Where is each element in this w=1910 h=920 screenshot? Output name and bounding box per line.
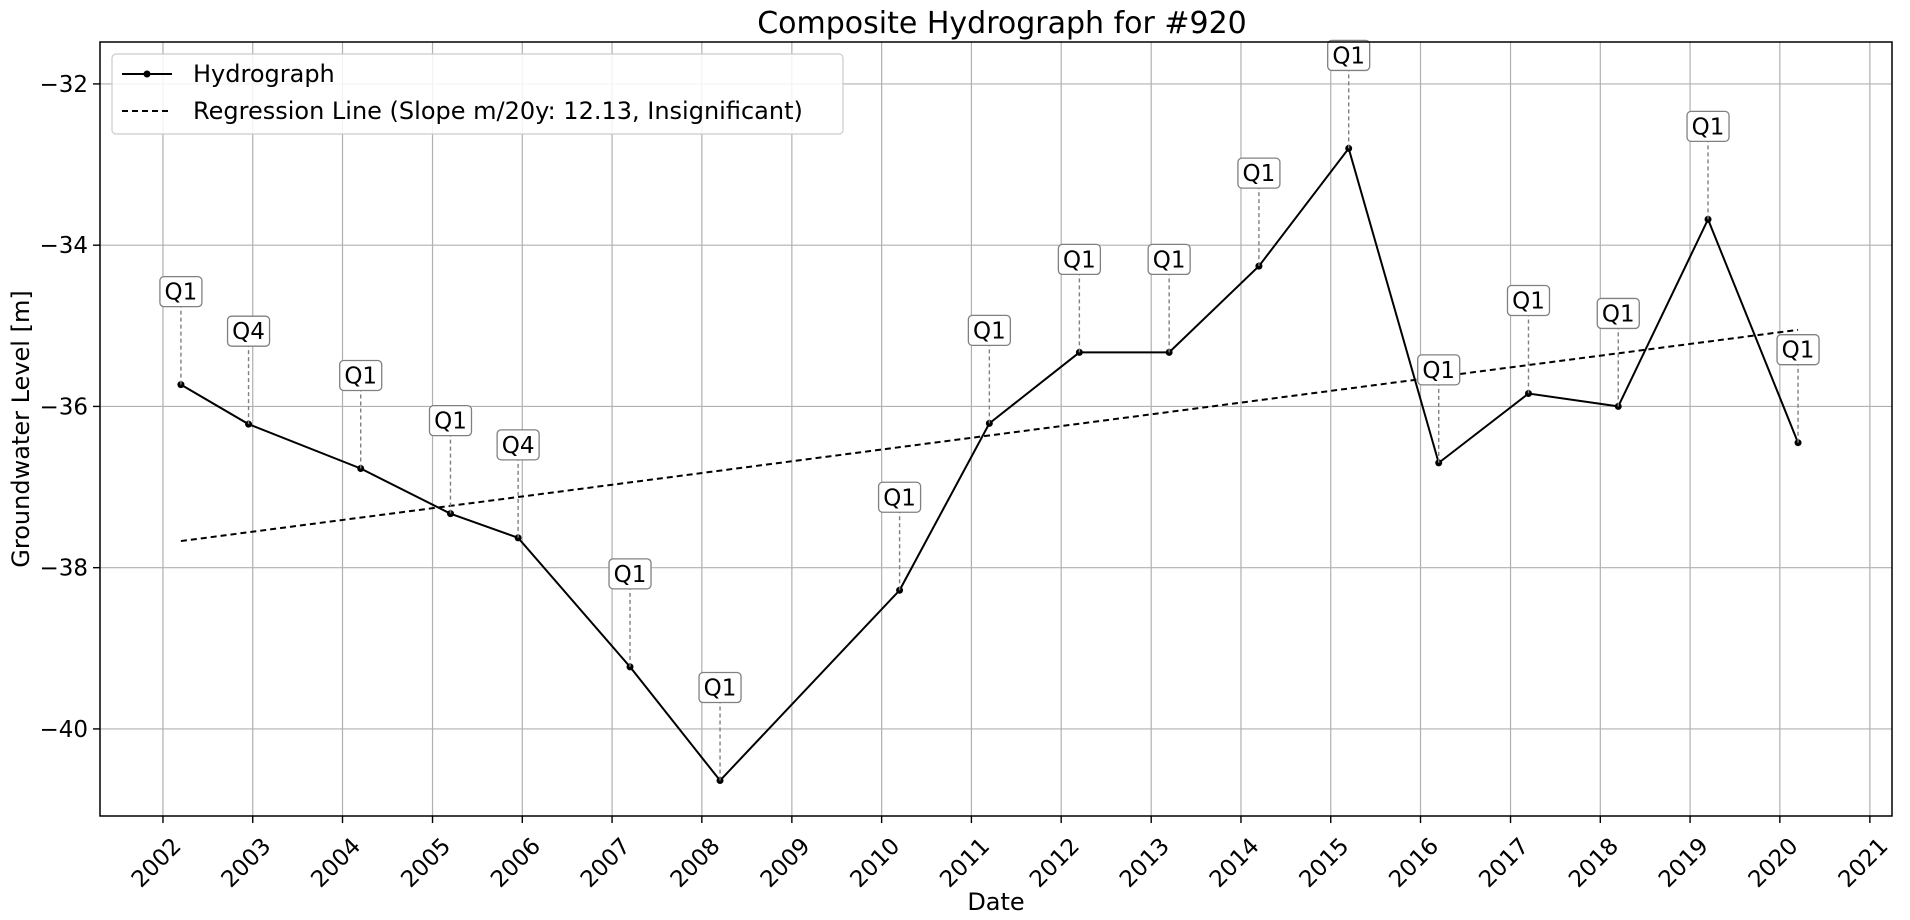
annotation-label: Q1: [165, 280, 198, 306]
hydrograph-line: [180, 146, 1799, 783]
annotation-box: [1596, 297, 1640, 330]
annotation-box: [339, 359, 383, 392]
annotation-box: [698, 671, 742, 704]
x-tick-label: 2008: [666, 833, 726, 893]
annotation-label: Q1: [344, 364, 377, 390]
annotation-box: [1327, 39, 1371, 72]
annotation-label: Q1: [1243, 161, 1276, 187]
annotation-label: Q4: [502, 433, 535, 459]
annotation-label: Q1: [1782, 338, 1815, 364]
annotation-box: [1686, 110, 1730, 143]
annotation-box: [428, 405, 473, 437]
annotation-box: [1417, 354, 1461, 386]
regression-line: [180, 328, 1799, 543]
legend: Hydrograph Regression Line (Slope m/20y:…: [111, 53, 844, 135]
x-tick-label: 2018: [1564, 833, 1624, 893]
y-tick-label: −32: [39, 72, 88, 98]
x-axis-ticks: 2002 2003 2004 2005 2006 2007 2008 2009 2010 2011…: [127, 816, 1894, 893]
x-tick-label: 2002: [127, 833, 187, 893]
grid-lines: [100, 42, 1892, 816]
x-tick-label: 2012: [1025, 833, 1085, 893]
chart-title: Composite Hydrograph for #920: [757, 6, 1247, 41]
y-axis-ticks: −32 −34 −36 −38 −40: [39, 72, 100, 743]
annotation-label: Q1: [1692, 114, 1725, 140]
annotation-box: [226, 315, 271, 347]
annotation-label: Q4: [232, 319, 265, 345]
legend-hydrograph-label: Hydrograph: [193, 60, 335, 88]
y-tick-label: −34: [39, 233, 88, 259]
x-axis-label: Date: [967, 888, 1024, 916]
x-tick-label: 2006: [486, 833, 546, 893]
legend-regression-label: Regression Line (Slope m/20y: 12.13, Ins…: [193, 97, 803, 125]
annotation-box: [967, 314, 1012, 347]
annotation-label: Q1: [973, 318, 1006, 344]
annotation-box: [159, 276, 203, 308]
annotation-label: Q1: [1512, 289, 1545, 315]
x-tick-label: 2003: [217, 833, 277, 893]
annotation-label: Q1: [1153, 247, 1186, 273]
annotation-label: Q1: [883, 485, 916, 511]
annotation-box: [496, 429, 540, 461]
x-tick-label: 2013: [1115, 833, 1175, 893]
x-tick-label: 2017: [1474, 833, 1534, 893]
annotation-box: [877, 481, 922, 513]
x-tick-label: 2004: [306, 833, 366, 893]
x-tick-label: 2010: [845, 833, 905, 893]
x-tick-label: 2005: [396, 833, 456, 893]
annotation-label: Q1: [1422, 358, 1455, 384]
x-tick-label: 2007: [576, 833, 636, 893]
x-tick-label: 2016: [1384, 833, 1444, 893]
annotation-box: [1057, 243, 1102, 276]
y-tick-label: −38: [39, 556, 88, 582]
x-tick-label: 2014: [1205, 833, 1265, 893]
annotation-box: [1147, 243, 1191, 276]
plot-area-frame: [99, 41, 1893, 817]
annotation-box: [1506, 284, 1551, 317]
annotation-label: Q1: [434, 409, 467, 435]
legend-box: [111, 53, 844, 135]
annotation-label: Q1: [1063, 247, 1096, 273]
y-axis-label: Groundwater Level [m]: [7, 290, 35, 567]
annotation-layer: Q1 Q4 Q1 Q1 Q4 Q1 Q1 Q1 Q1 Q1 Q1 Q1 Q1 Q1 Q1 Q1 Q1 Q1: [159, 39, 1820, 781]
annotation-box: [1776, 334, 1820, 366]
x-tick-label: 2019: [1654, 833, 1714, 893]
y-tick-label: −36: [39, 394, 88, 420]
x-tick-label: 2015: [1295, 833, 1355, 893]
x-tick-label: 2009: [756, 833, 816, 893]
annotation-label: Q1: [1602, 301, 1635, 327]
annotation-box: [608, 558, 652, 590]
x-tick-label: 2021: [1834, 833, 1894, 893]
x-tick-label: 2020: [1744, 833, 1804, 893]
annotation-label: Q1: [704, 676, 737, 702]
y-tick-label: −40: [39, 717, 88, 743]
x-tick-label: 2011: [935, 833, 995, 893]
annotation-box: [1237, 157, 1281, 189]
series-layer: [177, 144, 1802, 785]
annotation-label: Q1: [1332, 43, 1365, 69]
annotation-label: Q1: [614, 562, 647, 588]
legend-hydrograph-marker: [143, 70, 151, 78]
